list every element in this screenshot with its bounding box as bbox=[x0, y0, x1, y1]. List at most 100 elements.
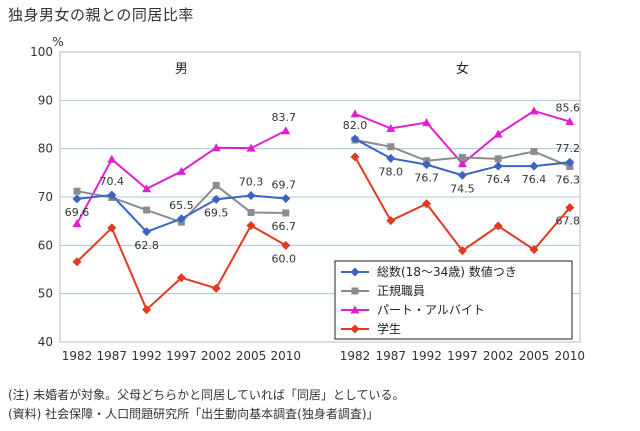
data-point bbox=[142, 227, 152, 237]
panel-female: 女 82.0 78.0 76.7 74.5 76.4 76.4 76.3 77.2 85.6 67.… bbox=[343, 61, 581, 256]
footnotes: (注) 未婚者が対象。父母どちらかと同居していれば「同居」としている。 (資料)… bbox=[8, 386, 404, 424]
footnote-source: (資料) 社会保障・人口問題研究所「出生動向基本調査(独身者調査)」 bbox=[8, 407, 379, 421]
page-title: 独身男女の親との同居比率 bbox=[8, 6, 194, 24]
data-label: 62.8 bbox=[134, 239, 159, 252]
data-label: 66.7 bbox=[272, 220, 297, 233]
panel-label: 女 bbox=[456, 61, 469, 77]
data-point bbox=[212, 181, 220, 189]
y-tick-label: 90 bbox=[38, 93, 53, 107]
data-point bbox=[494, 155, 502, 163]
data-point bbox=[107, 154, 117, 163]
data-point bbox=[386, 123, 396, 132]
data-point bbox=[422, 199, 432, 209]
data-label: 69.6 bbox=[65, 206, 90, 219]
data-point bbox=[422, 160, 432, 170]
y-tick-label: 100 bbox=[30, 45, 53, 59]
data-label: 70.4 bbox=[100, 175, 125, 188]
legend-label: 学生 bbox=[377, 321, 401, 336]
data-label: 60.0 bbox=[272, 252, 297, 265]
data-point bbox=[72, 194, 82, 204]
data-point bbox=[422, 118, 432, 127]
data-point bbox=[529, 245, 539, 255]
data-label: 76.3 bbox=[556, 174, 581, 187]
data-point bbox=[246, 143, 256, 152]
x-tick-label: 2002 bbox=[483, 349, 514, 363]
data-point bbox=[211, 283, 221, 293]
x-tick-label: 2010 bbox=[271, 349, 302, 363]
legend-label: 総数(18〜34歳) 数値つき bbox=[377, 264, 517, 279]
x-tick-label: 2005 bbox=[519, 349, 550, 363]
x-tick-label: 1987 bbox=[97, 349, 128, 363]
y-tick-label: 80 bbox=[38, 142, 53, 156]
data-point bbox=[176, 273, 186, 283]
data-label: 70.3 bbox=[239, 176, 264, 189]
data-point bbox=[565, 157, 575, 167]
data-label: 76.4 bbox=[486, 173, 511, 186]
data-point bbox=[386, 216, 396, 226]
data-point bbox=[351, 287, 359, 295]
series-line bbox=[76, 224, 287, 312]
data-label: 77.2 bbox=[556, 142, 581, 155]
data-point bbox=[565, 117, 575, 126]
data-point bbox=[107, 223, 117, 233]
data-point bbox=[350, 267, 360, 277]
data-point bbox=[176, 166, 186, 175]
x-tick-label: 2002 bbox=[201, 349, 232, 363]
panel-label: 男 bbox=[175, 62, 188, 77]
data-point bbox=[493, 161, 503, 171]
x-tick-label: 1982 bbox=[62, 349, 93, 363]
y-tick-label: 60 bbox=[38, 238, 53, 252]
data-point bbox=[246, 191, 256, 201]
x-tick-label: 1982 bbox=[340, 349, 371, 363]
data-point bbox=[142, 184, 152, 193]
data-point bbox=[457, 170, 467, 180]
y-unit-label: % bbox=[52, 35, 63, 49]
y-tick-label: 50 bbox=[38, 287, 53, 301]
data-label: 76.4 bbox=[522, 173, 547, 186]
data-label: 82.0 bbox=[343, 119, 368, 132]
data-label: 69.5 bbox=[204, 206, 229, 219]
data-point bbox=[458, 153, 466, 161]
data-label: 85.6 bbox=[556, 102, 581, 115]
data-point bbox=[176, 214, 186, 224]
y-tick-label: 40 bbox=[38, 335, 53, 349]
data-point bbox=[211, 143, 221, 152]
data-point bbox=[211, 194, 221, 204]
legend-label: パート・アルバイト bbox=[377, 303, 485, 317]
legend-label: 正規職員 bbox=[377, 283, 425, 298]
data-point bbox=[72, 219, 82, 228]
data-point bbox=[493, 129, 503, 138]
data-point bbox=[107, 190, 117, 200]
data-point bbox=[386, 153, 396, 163]
x-tick-label: 1997 bbox=[166, 349, 197, 363]
data-label: 76.7 bbox=[414, 172, 439, 185]
x-tick-label: 1992 bbox=[131, 349, 162, 363]
data-label: 78.0 bbox=[379, 165, 404, 178]
x-tick-label: 1992 bbox=[411, 349, 442, 363]
data-point bbox=[457, 246, 467, 256]
data-point bbox=[281, 240, 291, 250]
data-label: 83.7 bbox=[272, 111, 297, 124]
data-point bbox=[350, 324, 360, 334]
y-tick-label: 70 bbox=[38, 190, 53, 204]
panel-male: 男 69.6 70.4 62.8 65.5 69.5 70.3 69.7 66.7 60.0 83.… bbox=[65, 62, 297, 315]
data-point bbox=[142, 305, 152, 315]
data-point bbox=[350, 109, 360, 118]
legend-box bbox=[334, 260, 573, 340]
x-tick-label: 2005 bbox=[236, 349, 267, 363]
data-point bbox=[350, 152, 360, 162]
data-point bbox=[281, 126, 291, 135]
data-point bbox=[529, 161, 539, 171]
data-point bbox=[493, 221, 503, 231]
footnote-note: (注) 未婚者が対象。父母どちらかと同居していれば「同居」としている。 bbox=[8, 388, 405, 402]
data-point bbox=[565, 203, 575, 213]
data-point bbox=[247, 208, 255, 216]
data-point bbox=[282, 209, 290, 217]
x-tick-label: 1997 bbox=[447, 349, 478, 363]
x-tick-label: 1987 bbox=[376, 349, 407, 363]
data-point bbox=[387, 143, 395, 151]
data-label: 67.8 bbox=[556, 215, 581, 228]
data-point bbox=[281, 193, 291, 203]
data-point bbox=[246, 221, 256, 231]
